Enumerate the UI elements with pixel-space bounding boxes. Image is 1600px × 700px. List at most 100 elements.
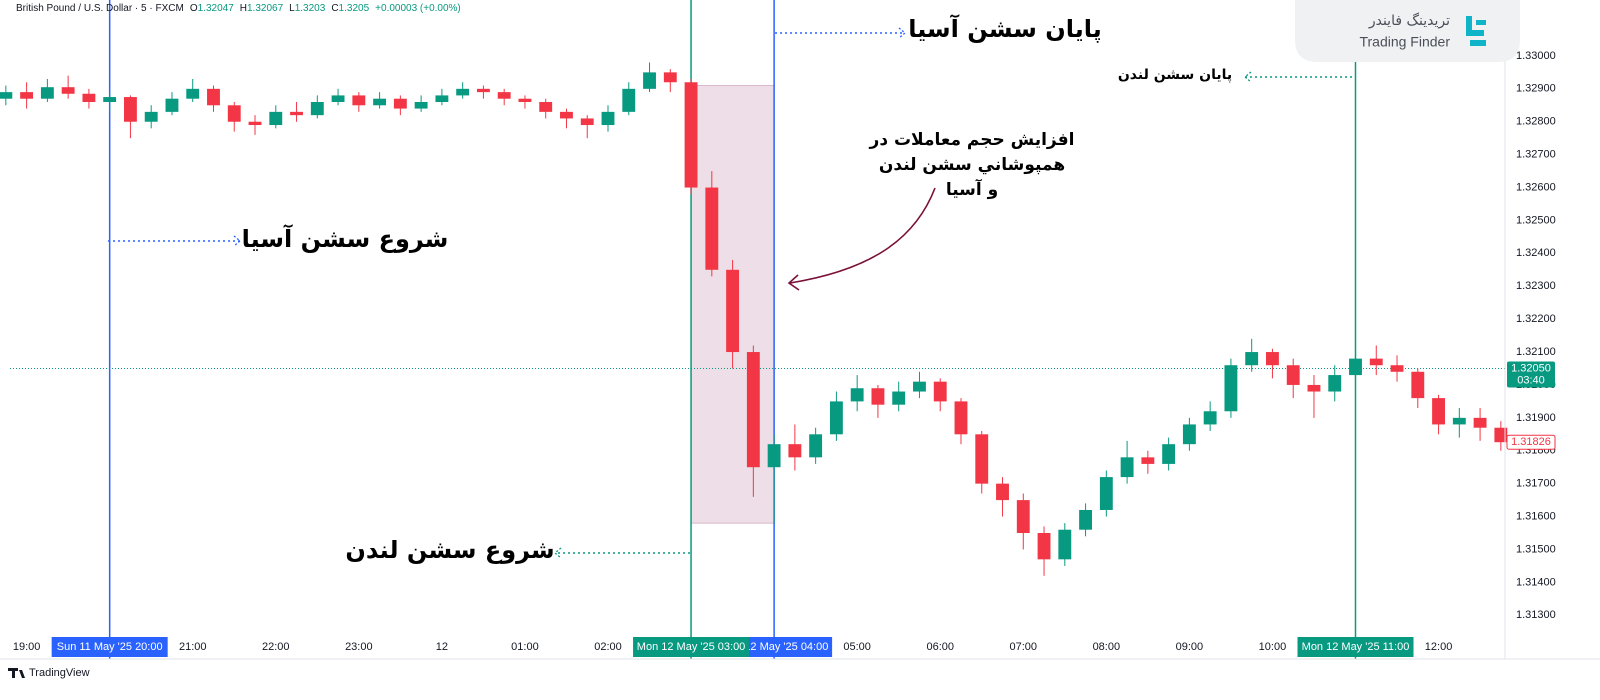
- plot-area: [0, 0, 1508, 659]
- candle-body: [331, 95, 345, 102]
- x-tick-label: 07:00: [1010, 641, 1038, 653]
- y-tick-label: 1.32400: [1516, 247, 1556, 259]
- candle-body: [850, 388, 864, 402]
- annotation: شروع سشن آسیا: [242, 224, 449, 253]
- y-tick-label: 1.32100: [1516, 346, 1556, 358]
- footer-brand: TradingView: [29, 667, 90, 679]
- candle-body: [1058, 529, 1072, 560]
- candle-body: [767, 444, 781, 468]
- session-time-label: Mon 12 May '25 11:00: [1302, 641, 1410, 653]
- candle-body: [1411, 371, 1425, 399]
- candle-body: [0, 92, 13, 99]
- annotation: پایان سشن لندن: [1118, 67, 1232, 83]
- candle-body: [414, 101, 428, 109]
- candle-body: [726, 269, 740, 353]
- candle-body: [40, 87, 54, 99]
- y-tick-label: 1.31400: [1516, 576, 1556, 588]
- candle-body: [1349, 358, 1362, 376]
- candle-body: [663, 72, 677, 83]
- candle-body: [165, 98, 179, 112]
- close-price-box: [1506, 434, 1556, 450]
- countdown-label: 03:40: [1517, 374, 1545, 386]
- candle-body: [1432, 398, 1445, 425]
- x-tick-label: 02:00: [594, 641, 622, 653]
- candle-body: [954, 401, 968, 435]
- candle-body: [705, 187, 719, 270]
- candle-body: [20, 92, 34, 99]
- x-tick-label: 09:00: [1176, 641, 1204, 653]
- brand-en: Trading Finder: [1359, 34, 1450, 50]
- y-tick-label: 1.32800: [1516, 116, 1556, 128]
- candle-body: [1328, 375, 1342, 392]
- x-tick-label: 12: [436, 641, 448, 653]
- y-tick-label: 1.31900: [1516, 412, 1556, 424]
- annotation: شروع سشن لندن: [345, 536, 554, 564]
- candle-body: [684, 82, 698, 188]
- candle-body: [1452, 417, 1466, 425]
- candle-body: [975, 434, 989, 484]
- candle-body: [996, 483, 1009, 501]
- ohlc-value: 1.3205: [339, 3, 370, 14]
- ohlc-value: 1.32067: [247, 3, 284, 14]
- candle-body: [1245, 352, 1259, 366]
- arrow-head: [553, 547, 562, 559]
- x-tick-label: 06:00: [926, 641, 954, 653]
- candle-body: [518, 98, 532, 102]
- x-tick-label: 23:00: [345, 641, 373, 653]
- x-tick-label: 05:00: [843, 641, 871, 653]
- x-tick-label: 10:00: [1259, 641, 1287, 653]
- candle-body: [1120, 457, 1134, 478]
- candle-body: [1494, 427, 1508, 443]
- candle-body: [913, 381, 926, 392]
- arrow-head: [233, 235, 242, 247]
- candle-body: [1286, 365, 1300, 385]
- candle-body: [393, 98, 407, 109]
- candle-body: [539, 101, 553, 112]
- candle-body: [290, 111, 303, 116]
- y-tick-label: 1.31300: [1516, 609, 1556, 621]
- candle-body: [248, 121, 262, 126]
- candle-body: [1224, 365, 1238, 412]
- y-tick-label: 1.32900: [1516, 83, 1556, 95]
- session-time-label: Mon 12 May '25 03:00: [637, 641, 746, 653]
- candle-body: [1182, 424, 1196, 445]
- arrow-head: [1243, 71, 1252, 83]
- annotation: افزایش حجم معاملات در: [869, 130, 1075, 150]
- arrow-head: [787, 274, 800, 291]
- x-tick-label: 19:00: [13, 641, 41, 653]
- last-price-label: 1.32050: [1511, 362, 1551, 374]
- close-price-label: 1.31826: [1511, 436, 1551, 448]
- candle-body: [82, 93, 96, 102]
- candle-body: [1390, 365, 1404, 372]
- candle-body: [352, 95, 366, 106]
- y-tick-label: 1.32700: [1516, 149, 1556, 161]
- y-tick-label: 1.32300: [1516, 280, 1556, 292]
- candle-body: [123, 97, 137, 122]
- candle-body: [892, 391, 906, 405]
- candle-body: [643, 72, 656, 89]
- candle-body: [809, 434, 823, 458]
- x-tick-label: 21:00: [179, 641, 207, 653]
- candle-body: [871, 388, 885, 405]
- logo-icon: [1466, 16, 1486, 46]
- ohlc-value: 1.32047: [198, 3, 235, 14]
- candle-body: [1162, 444, 1176, 464]
- ohlc-label: O: [190, 3, 198, 14]
- x-tick-label: 22:00: [262, 641, 290, 653]
- ohlc-value: 1.3203: [295, 3, 326, 14]
- symbol: British Pound / U.S. Dollar · 5 · FXCM: [16, 3, 184, 14]
- session-time-box: [633, 637, 750, 657]
- candle-body: [1037, 533, 1051, 560]
- session-time-label: Sun 11 May '25 20:00: [57, 641, 163, 653]
- change: +0.00003 (+0.00%): [375, 3, 461, 14]
- tv-logo: [8, 668, 25, 678]
- ohlc-label: L: [289, 3, 295, 14]
- session-time-box: [1297, 637, 1414, 657]
- last-price-box: [1507, 361, 1555, 388]
- candle-body: [560, 111, 573, 119]
- candle-body: [476, 88, 490, 93]
- y-tick-label: 1.31700: [1516, 478, 1556, 490]
- ohlc-label: C: [331, 3, 338, 14]
- annotation: همپوشاني سشن لندن: [879, 155, 1065, 175]
